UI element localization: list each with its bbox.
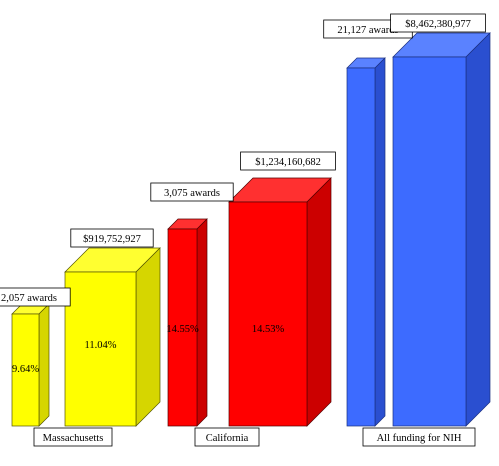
bar-funding-0-side [135, 247, 161, 427]
bar-awards-0 [11, 303, 50, 427]
bar-awards-1-side [196, 218, 208, 427]
label-awards-0-text: 2,057 awards [1, 293, 57, 304]
label-funding-0-box [70, 228, 154, 248]
bar-funding-1 [228, 177, 332, 427]
label-funding-2-text: $8,462,380,977 [405, 19, 471, 30]
label-funding-1: $1,234,160,682 [240, 151, 336, 171]
label-funding-2-box [390, 13, 486, 33]
bar-funding-2 [392, 32, 491, 427]
label-awards-2-text: 21,127 awards [337, 25, 398, 36]
label-funding-2: $8,462,380,977 [390, 13, 486, 33]
percent-awards-1: 14.55% [166, 324, 199, 335]
bars-layer [11, 32, 491, 427]
category-label-0: Massachusetts [33, 427, 113, 447]
label-awards-1-text: 3,075 awards [164, 188, 220, 199]
bar-awards-2-side [374, 57, 386, 427]
category-label-1: California [194, 427, 260, 447]
bar-awards-1 [167, 218, 208, 427]
label-funding-0-text: $919,752,927 [83, 234, 141, 245]
category-label-0-box [33, 427, 113, 447]
label-funding-1-box [240, 151, 336, 171]
bar-funding-0 [64, 247, 161, 427]
category-label-2-text: All funding for NIH [377, 433, 462, 444]
bar-funding-1-side [306, 177, 332, 427]
category-label-1-text: California [206, 433, 249, 444]
bar-awards-0-side [38, 303, 50, 427]
label-awards-0-box [0, 287, 71, 307]
category-label-1-box [194, 427, 260, 447]
label-funding-0: $919,752,927 [70, 228, 154, 248]
percent-funding-1: 14.53% [252, 324, 285, 335]
label-funding-1-text: $1,234,160,682 [255, 157, 321, 168]
category-label-2-box [362, 427, 476, 447]
bar-funding-0-front [64, 271, 137, 427]
bar-awards-0-front [11, 313, 40, 427]
label-awards-1: 3,075 awards [150, 182, 234, 202]
labels-layer: 2,057 awards $919,752,927 9.64% 11.04% Massa… [0, 13, 486, 447]
bar-awards-1-front [167, 228, 198, 427]
category-label-0-text: Massachusetts [43, 433, 104, 444]
label-awards-0: 2,057 awards [0, 287, 71, 307]
bar-awards-2 [346, 57, 386, 427]
bar-awards-2-front [346, 67, 376, 427]
bar-funding-2-front [392, 56, 467, 427]
bar-funding-1-front [228, 201, 308, 427]
bar-funding-2-side [465, 32, 491, 427]
label-awards-1-box [150, 182, 234, 202]
percent-awards-0: 9.64% [12, 364, 39, 375]
percent-funding-0: 11.04% [85, 340, 117, 351]
category-label-2: All funding for NIH [362, 427, 476, 447]
